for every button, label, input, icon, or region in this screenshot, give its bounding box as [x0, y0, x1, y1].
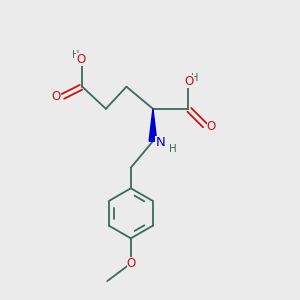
Text: O: O: [207, 120, 216, 133]
Polygon shape: [149, 109, 157, 141]
Text: H: H: [191, 73, 198, 83]
Text: O: O: [76, 53, 86, 66]
Text: O: O: [127, 257, 136, 270]
Text: H: H: [72, 50, 80, 60]
Text: O: O: [184, 75, 194, 88]
Text: N: N: [155, 136, 165, 149]
Text: O: O: [52, 91, 61, 103]
Text: H: H: [169, 143, 177, 154]
